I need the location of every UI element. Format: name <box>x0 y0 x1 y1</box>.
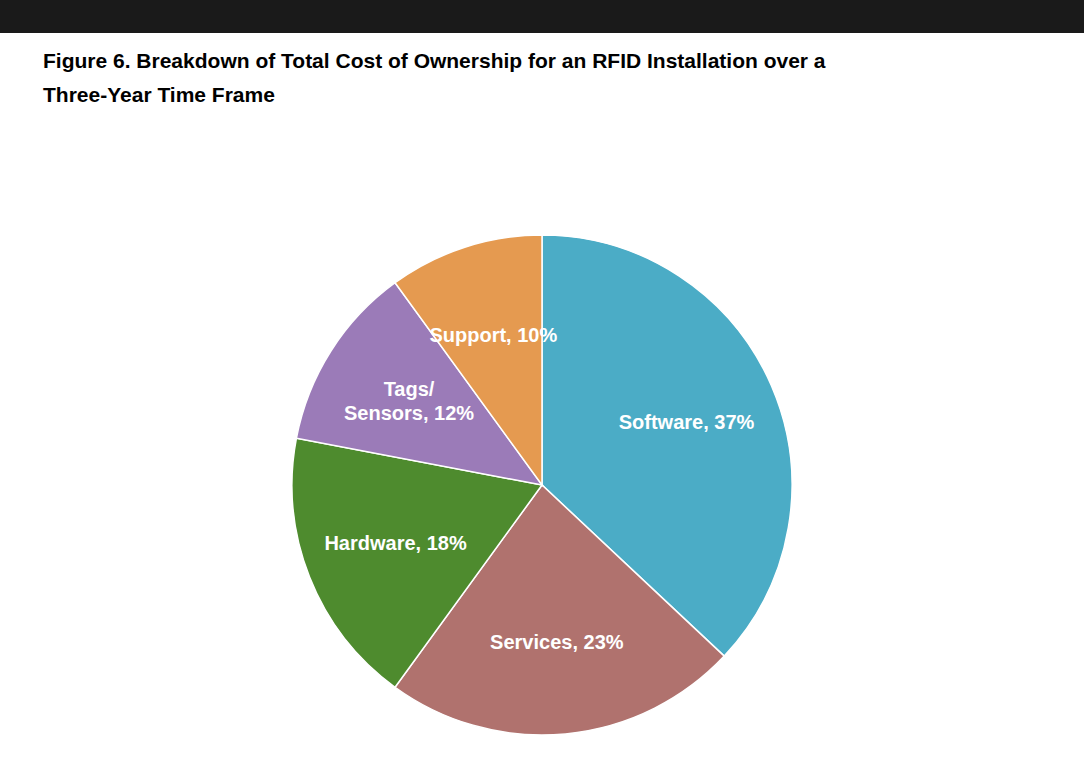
slice-label-line: Software, 37% <box>619 411 755 433</box>
chart-svg: Figure 6. Breakdown of Total Cost of Own… <box>0 0 1084 776</box>
chart-title: Figure 6. Breakdown of Total Cost of Own… <box>43 49 826 106</box>
chart-title-line: Three-Year Time Frame <box>43 83 275 106</box>
slice-label-line: Support, 10% <box>429 324 557 346</box>
pie: Software, 37% Services, 23% Hardware, 18% T… <box>292 235 792 735</box>
slice-label: Support, 10% <box>429 324 557 346</box>
chart-title-line: Figure 6. Breakdown of Total Cost of Own… <box>43 49 826 72</box>
slice-label: Hardware, 18% <box>324 532 467 554</box>
header-bar <box>0 0 1084 33</box>
slice-label-line: Services, 23% <box>490 631 624 653</box>
slice-label-line: Sensors, 12% <box>344 402 474 424</box>
slice-label-line: Tags/ <box>384 378 435 400</box>
slice-label: Tags/Sensors, 12% <box>344 378 474 424</box>
slice-label: Services, 23% <box>490 631 624 653</box>
slice-label-line: Hardware, 18% <box>324 532 467 554</box>
pie-slice <box>395 235 542 485</box>
slice-label: Software, 37% <box>619 411 755 433</box>
